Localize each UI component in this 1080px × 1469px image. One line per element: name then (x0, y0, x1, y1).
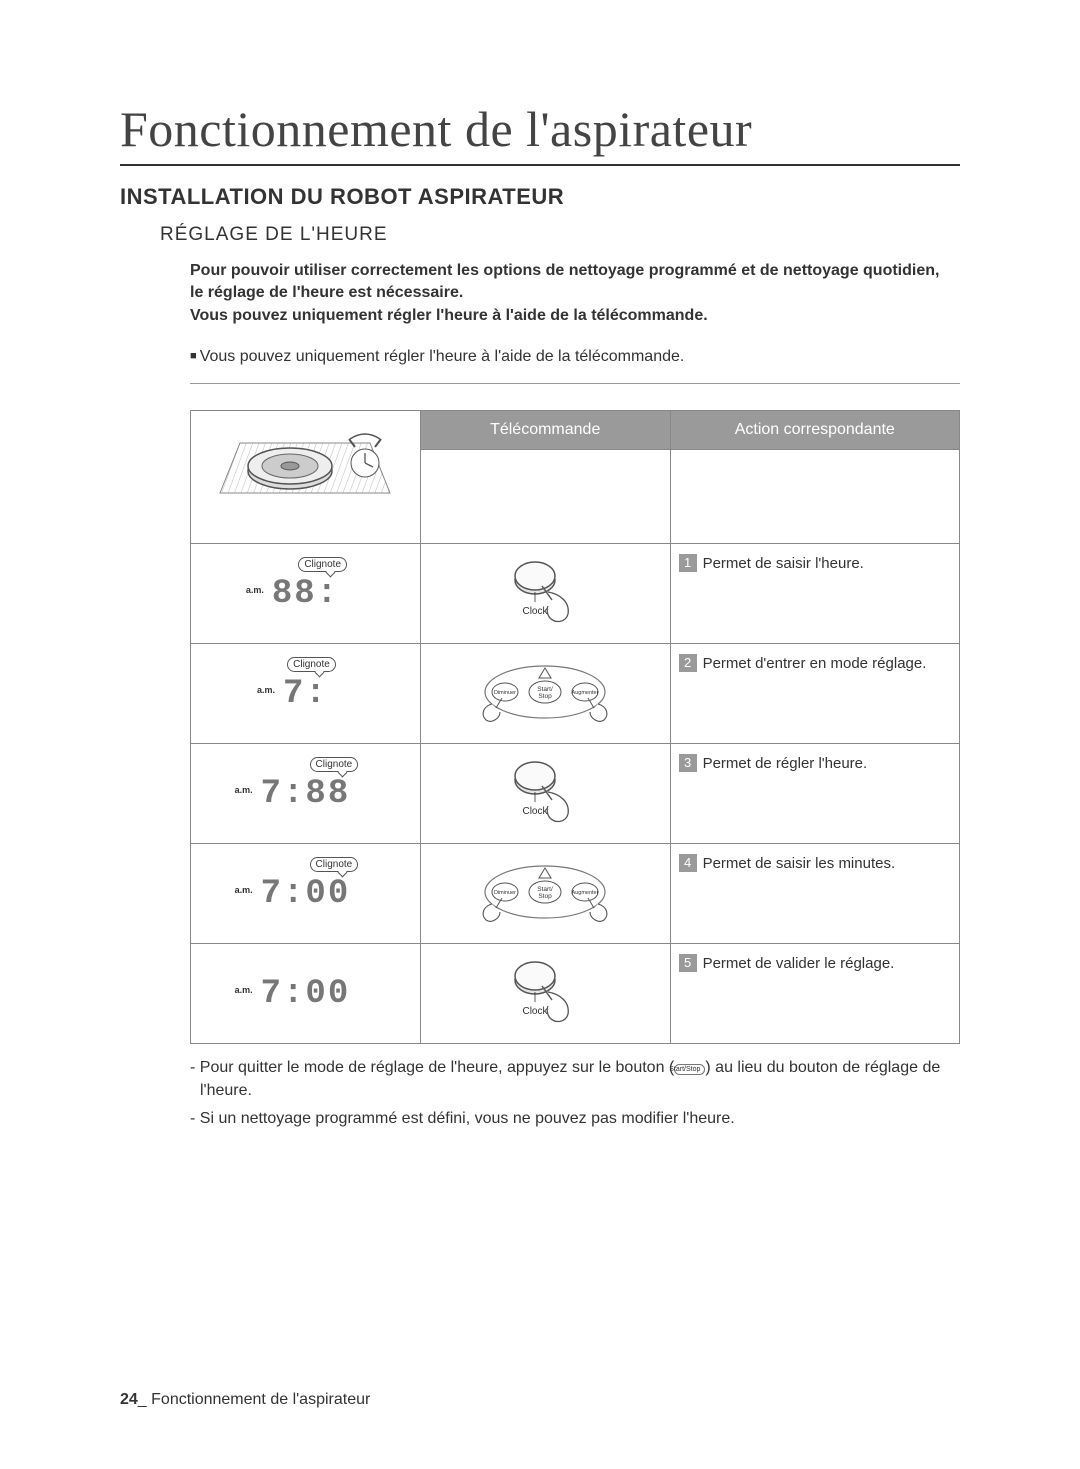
svg-text:Clock: Clock (523, 806, 549, 817)
clignote-bubble: Clignote (310, 857, 359, 872)
action-text: Permet de régler l'heure. (703, 755, 868, 772)
step-row: a.m. Clignote 7:88 Clock 3 Permet de régl… (191, 744, 960, 844)
step-number-badge: 4 (679, 854, 697, 872)
am-label: a.m. (235, 785, 253, 795)
seven-seg-display: 7:00 (261, 875, 351, 913)
svg-text:Clock: Clock (523, 1006, 549, 1017)
svg-text:Stop: Stop (539, 893, 553, 900)
display-cell: a.m. Clignote 7:00 (191, 844, 421, 944)
intro-bullet-text: Vous pouvez uniquement régler l'heure à … (190, 345, 950, 369)
svg-text:Diminuer: Diminuer (494, 890, 516, 896)
action-cell: 1 Permet de saisir l'heure. (670, 544, 959, 644)
header-remote: Télécommande (420, 411, 670, 450)
page-title: Fonctionnement de l'aspirateur (120, 100, 960, 166)
seven-seg-display: 88: (272, 575, 339, 613)
svg-text:Augmenter: Augmenter (572, 890, 599, 896)
remote-cell: Start/ Stop Diminuer Augmenter (420, 844, 670, 944)
section-title: INSTALLATION DU ROBOT ASPIRATEUR (120, 184, 960, 210)
svg-text:Stop: Stop (539, 693, 553, 700)
robot-illustration: Imaginez qu'il soit 07:00 a.m. (191, 417, 420, 537)
remote-cell: Clock (420, 944, 670, 1044)
step-number-badge: 3 (679, 754, 697, 772)
remote-cell: Clock (420, 744, 670, 844)
clignote-bubble: Clignote (310, 757, 359, 772)
action-cell: 4 Permet de saisir les minutes. (670, 844, 959, 944)
svg-text:Start/: Start/ (537, 686, 553, 693)
am-label: a.m. (246, 585, 264, 595)
note-line-2: - Si un nettoyage programmé est défini, … (200, 1107, 960, 1130)
remote-cell: Clock (420, 544, 670, 644)
svg-text:Augmenter: Augmenter (572, 690, 599, 696)
header-action: Action correspondante (670, 411, 959, 450)
remote-cell: Start/ Stop Diminuer Augmenter (420, 644, 670, 744)
page-footer: 24_ Fonctionnement de l'aspirateur (120, 1391, 370, 1409)
seven-seg-display: 7:88 (261, 775, 351, 813)
action-cell: 2 Permet d'entrer en mode réglage. (670, 644, 959, 744)
step-number-badge: 5 (679, 954, 697, 972)
action-cell: 5 Permet de valider le réglage. (670, 944, 959, 1044)
svg-text:Clock: Clock (523, 606, 549, 617)
step-number-badge: 1 (679, 554, 697, 572)
action-text: Permet de saisir l'heure. (703, 555, 864, 572)
start-stop-pad-icon: Start/ Stop Diminuer Augmenter (427, 852, 664, 935)
svg-text:Start/: Start/ (537, 886, 553, 893)
clignote-bubble: Clignote (287, 657, 336, 672)
notes-block: - Pour quitter le mode de réglage de l'h… (190, 1056, 960, 1130)
seven-seg-display: 7:00 (261, 975, 351, 1013)
seven-seg-display: 7: (283, 675, 328, 713)
action-text: Permet de valider le réglage. (703, 955, 895, 972)
am-label: a.m. (257, 685, 275, 695)
steps-table: Imaginez qu'il soit 07:00 a.m. Télécomma… (190, 410, 960, 1044)
intro-bold-text: Pour pouvoir utiliser correctement les o… (190, 260, 950, 327)
display-cell: a.m. Clignote 7:88 (191, 744, 421, 844)
action-text: Permet d'entrer en mode réglage. (703, 655, 927, 672)
start-stop-inline-icon: Start/Stop (674, 1064, 705, 1075)
step-number-badge: 2 (679, 654, 697, 672)
display-cell: a.m. 7:00 (191, 944, 421, 1044)
step-row: a.m. Clignote 7: Start/ Stop Diminuer Au… (191, 644, 960, 744)
step-row: a.m. Clignote 7:00 Start/ Stop Diminuer … (191, 844, 960, 944)
clignote-bubble: Clignote (298, 557, 347, 572)
start-stop-pad-icon: Start/ Stop Diminuer Augmenter (427, 652, 664, 735)
clock-button-icon: Clock (427, 752, 664, 835)
svg-text:Diminuer: Diminuer (494, 690, 516, 696)
am-label: a.m. (235, 885, 253, 895)
am-label: a.m. (235, 985, 253, 995)
display-cell: a.m. Clignote 88: (191, 544, 421, 644)
clock-button-icon: Clock (427, 952, 664, 1035)
row0-caption: Imaginez qu'il soit 07:00 a.m. (191, 522, 420, 542)
step-row: a.m. Clignote 88: Clock 1 Permet de saisi… (191, 544, 960, 644)
divider (190, 383, 960, 384)
action-text: Permet de saisir les minutes. (703, 855, 896, 872)
clock-button-icon: Clock (427, 552, 664, 635)
display-cell: a.m. Clignote 7: (191, 644, 421, 744)
step-row: a.m. 7:00 Clock 5 Permet de valider le ré… (191, 944, 960, 1044)
note-line-1: - Pour quitter le mode de réglage de l'h… (200, 1056, 960, 1102)
action-cell: 3 Permet de régler l'heure. (670, 744, 959, 844)
subsection-title: RÉGLAGE DE L'HEURE (160, 224, 960, 246)
